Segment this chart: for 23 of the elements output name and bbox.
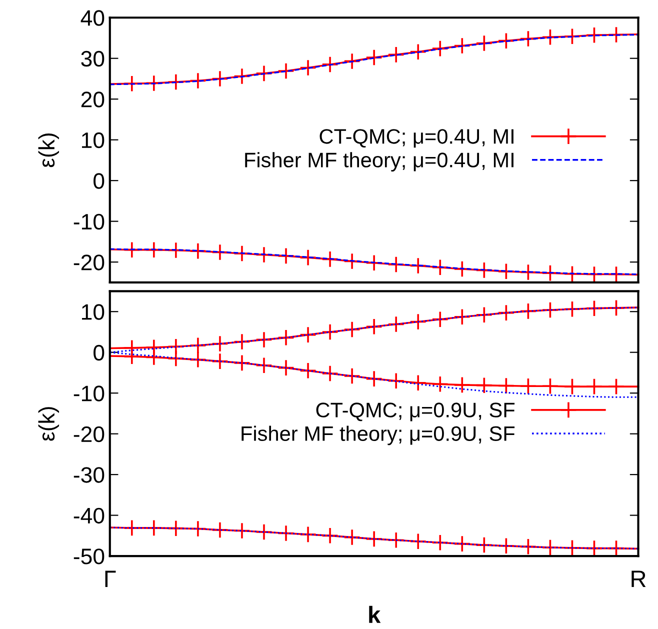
y-tick-label: -20 xyxy=(74,254,104,270)
y-tick-label: 0 xyxy=(94,173,104,189)
legend-label: Fisher MF theory; μ=0.9U, SF xyxy=(242,426,515,446)
y-tick-label: -10 xyxy=(74,214,104,230)
y-tick-label: -40 xyxy=(74,508,104,524)
y-tick-label: 0 xyxy=(94,344,104,361)
y-tick-label: 20 xyxy=(81,92,104,108)
y-tick-label: -20 xyxy=(74,426,104,442)
y-tick-label: 10 xyxy=(82,132,104,148)
y-tick-label: -30 xyxy=(74,467,104,483)
y-tick-label: 10 xyxy=(82,304,104,320)
y-tick-label: -10 xyxy=(74,386,104,402)
legend-label: Fisher MF theory; μ=0.4U, MI xyxy=(245,152,514,172)
y-tick-label: -50 xyxy=(74,548,104,564)
x-tick-label: Γ xyxy=(105,570,116,588)
y-tick-label: 40 xyxy=(80,10,104,26)
x-tick-label: R xyxy=(632,570,646,588)
legend-label: CT-QMC; μ=0.9U, SF xyxy=(316,402,515,422)
y-axis-title: ε(k) xyxy=(38,407,60,441)
legend-label: CT-QMC; μ=0.4U, MI xyxy=(320,129,514,148)
y-axis-title: ε(k) xyxy=(38,133,60,168)
y-tick-label: 30 xyxy=(81,50,104,67)
x-axis-title: k xyxy=(369,606,381,623)
